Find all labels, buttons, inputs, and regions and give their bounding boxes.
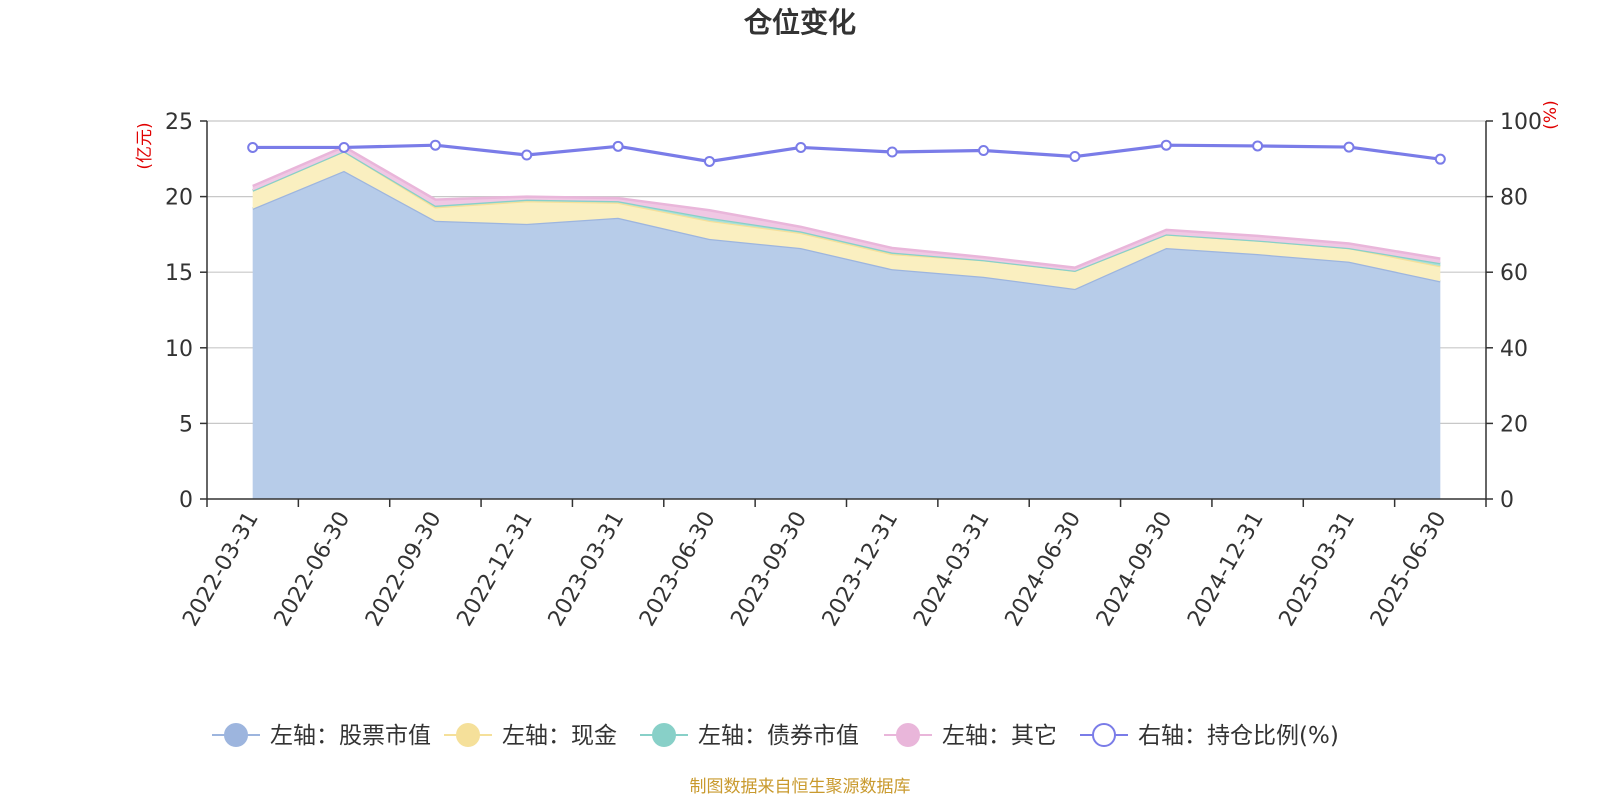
right-tick-label: 40 (1500, 337, 1528, 362)
left-tick-label: 15 (165, 261, 193, 286)
x-tick-label: 2024-03-31 (909, 507, 995, 630)
ratio-point (886, 146, 898, 158)
legend-label-1: 左轴：股票市值 (270, 723, 431, 749)
x-tick-label: 2024-12-31 (1183, 508, 1269, 631)
right-tick-label: 0 (1500, 488, 1514, 513)
x-tick-label: 2022-12-31 (452, 508, 538, 631)
legend-marker-2 (456, 723, 480, 747)
x-tick-label: 2023-12-31 (818, 508, 904, 631)
x-tick-label: 2025-06-30 (1366, 508, 1452, 631)
legend-label-5: 右轴：持仓比例(%) (1138, 723, 1339, 749)
ratio-point (338, 141, 350, 153)
ratio-point (1160, 139, 1172, 151)
legend-marker-5 (1092, 723, 1116, 747)
ratio-point (1252, 140, 1264, 152)
left-tick-label: 10 (165, 337, 193, 362)
chart-title: 仓位变化 (744, 6, 856, 39)
ratio-point (1434, 153, 1446, 165)
left-tick-label: 0 (179, 488, 193, 513)
ratio-point (1343, 141, 1355, 153)
source-note: 制图数据来自恒生聚源数据库 (690, 777, 911, 797)
left-tick-label: 25 (165, 110, 193, 135)
right-tick-label: 80 (1500, 186, 1528, 211)
area-2 (252, 151, 1441, 289)
right-axis-unit: (%) (1541, 100, 1561, 129)
x-tick-label: 2023-03-31 (544, 508, 630, 631)
legend-marker-4 (896, 723, 920, 747)
legend-label-4: 左轴：其它 (942, 723, 1057, 749)
x-tick-label: 2022-03-31 (178, 508, 264, 631)
left-tick-label: 5 (179, 412, 193, 437)
right-tick-label: 60 (1500, 261, 1528, 286)
x-tick-label: 2023-06-30 (635, 508, 721, 631)
x-tick-label: 2023-09-30 (726, 508, 812, 631)
stacked-areas (252, 145, 1441, 499)
right-tick-label: 100 (1500, 110, 1542, 135)
right-tick-label: 20 (1500, 412, 1528, 437)
ratio-point (795, 141, 807, 153)
legend-marker-3 (652, 723, 676, 747)
area-edge-4 (252, 145, 1441, 269)
x-tick-label: 2025-03-31 (1275, 508, 1361, 631)
area-1 (252, 170, 1441, 499)
ratio-point (978, 144, 990, 156)
left-axis-unit: (亿元) (135, 122, 155, 169)
x-tick-label: 2022-09-30 (361, 507, 447, 630)
legend-label-3: 左轴：债券市值 (698, 723, 859, 749)
x-tick-label: 2024-09-30 (1092, 508, 1178, 631)
ratio-line (252, 143, 1441, 164)
legend: 左轴：股票市值 左轴：现金 左轴：债券市值 左轴：其它 右轴：持仓比例(%) (212, 723, 1339, 749)
ratio-point (247, 141, 259, 153)
x-tick-label: 2022-06-30 (270, 508, 356, 631)
ratio-point (1069, 151, 1081, 163)
ratio-point (429, 139, 441, 151)
holding-ratio-line (247, 139, 1446, 167)
ratio-point (612, 140, 624, 152)
ratio-point (703, 155, 715, 167)
legend-marker-1 (224, 723, 248, 747)
x-tick-label: 2024-06-30 (1001, 508, 1087, 631)
ratio-point (521, 149, 533, 161)
legend-label-2: 左轴：现金 (502, 723, 617, 749)
left-tick-label: 20 (165, 186, 193, 211)
